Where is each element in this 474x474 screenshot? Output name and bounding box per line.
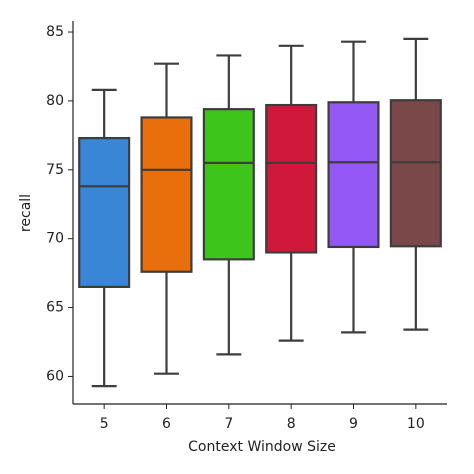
x-tick-label: 8 bbox=[287, 416, 296, 432]
x-tick-label: 7 bbox=[224, 416, 233, 432]
box bbox=[265, 103, 318, 254]
box bbox=[202, 108, 255, 261]
box bbox=[78, 137, 131, 288]
y-tick-label: 80 bbox=[46, 93, 64, 109]
x-tick-label: 10 bbox=[407, 416, 425, 432]
box bbox=[327, 101, 380, 249]
x-tick-label: 6 bbox=[162, 416, 171, 432]
y-tick-label: 70 bbox=[46, 231, 64, 247]
box bbox=[389, 99, 442, 248]
y-tick-label: 85 bbox=[46, 24, 64, 40]
x-tick-label: 5 bbox=[100, 416, 109, 432]
box bbox=[140, 116, 193, 273]
y-tick-label: 60 bbox=[46, 368, 64, 384]
y-tick-label: 65 bbox=[46, 300, 64, 316]
x-axis-label: Context Window Size bbox=[188, 439, 336, 455]
x-tick-label: 9 bbox=[349, 416, 358, 432]
y-axis-label: recall bbox=[18, 194, 34, 232]
y-tick-label: 75 bbox=[46, 162, 64, 178]
